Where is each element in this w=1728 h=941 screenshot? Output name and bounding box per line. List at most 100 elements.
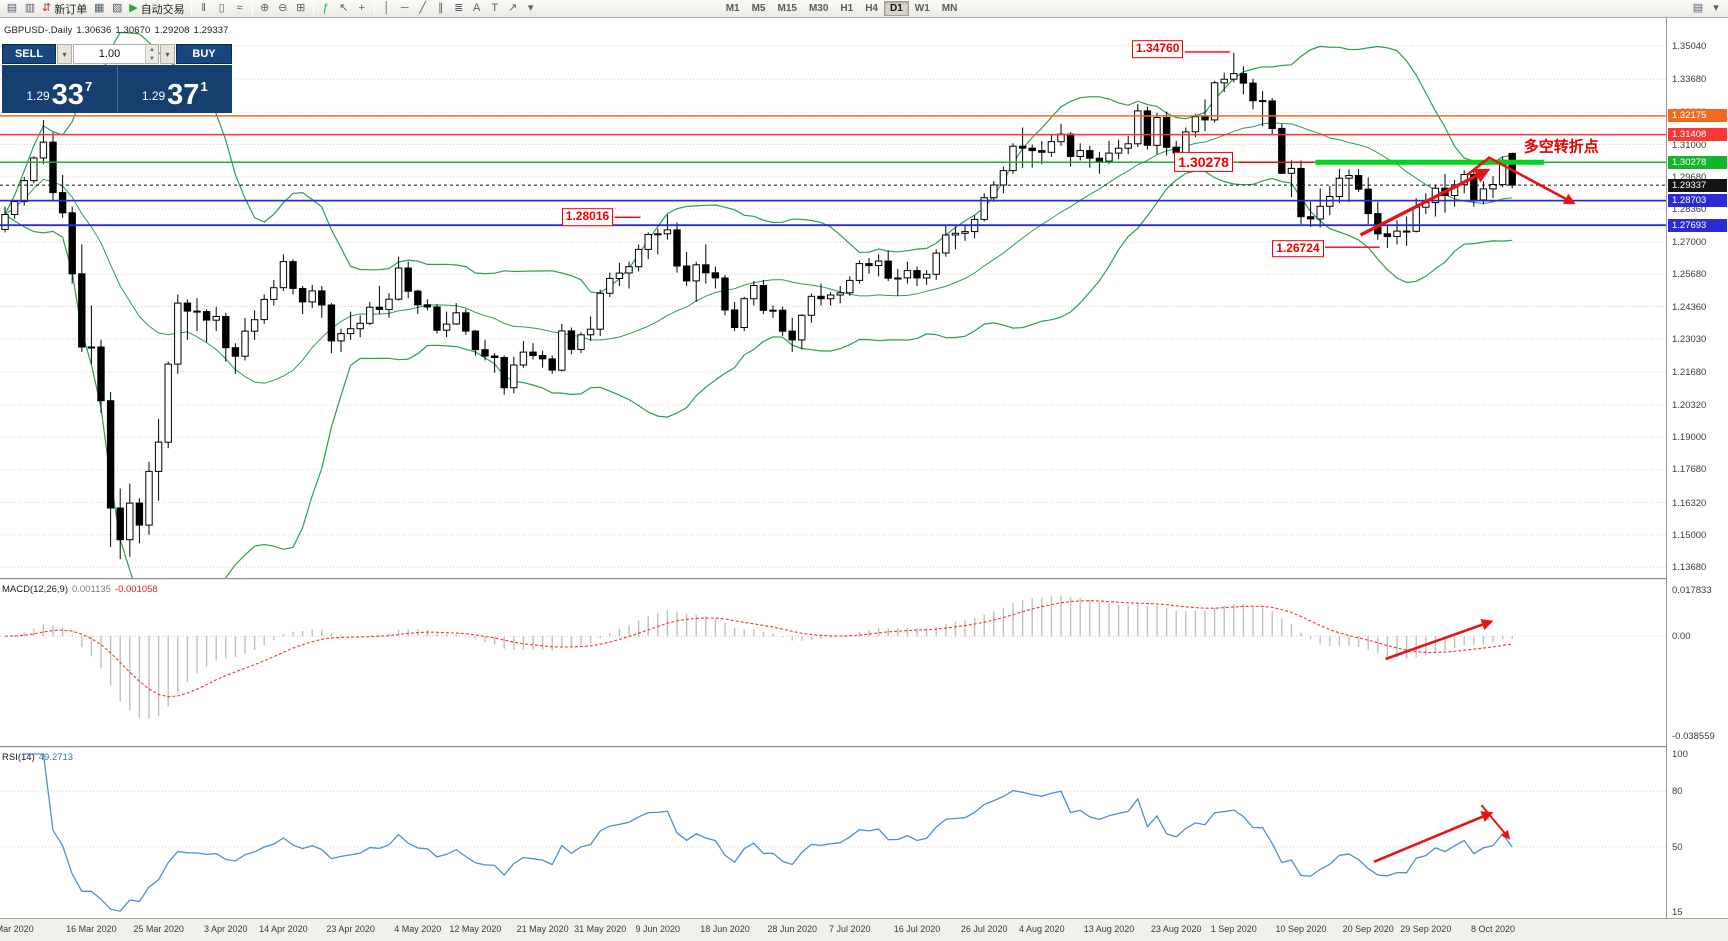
toolbar: ▤ ▥ ⇵ 新订单 ▦ ▧ ▶ 自动交易 ‖ ▯ ≈ ⊕ ⊖ ⊞ ƒ ↖ + │ ─ ╱ ∥ ≣ A T ↗ ▾ M1 M5 M15 M3… — [0, 0, 1728, 18]
rsi-panel-canvas[interactable] — [0, 748, 1666, 918]
toolbar-options-icon[interactable]: ▾ — [1707, 1, 1725, 17]
panel-separator[interactable] — [0, 746, 1728, 748]
price-scale-label: 15 — [1672, 907, 1683, 918]
bid-price-sup: 7 — [84, 79, 93, 94]
macd-name: MACD(12,26,9) — [2, 584, 68, 595]
sell-options-dropdown[interactable]: ▾ — [57, 44, 72, 64]
sell-button[interactable]: SELL — [2, 44, 56, 64]
price-scale-label: 100 — [1672, 749, 1688, 760]
timeframe-m15[interactable]: M15 — [777, 3, 797, 14]
volume-field: ▲ ▼ — [73, 44, 159, 64]
arrows-icon: ▾ — [527, 2, 534, 14]
volume-down-button[interactable]: ▼ — [146, 54, 158, 63]
timeframe-m5[interactable]: M5 — [751, 3, 766, 14]
channel-button[interactable]: ∥ — [432, 1, 450, 17]
bar-chart-button[interactable]: ‖ — [195, 1, 213, 17]
buy-options-dropdown[interactable]: ▾ — [160, 44, 175, 64]
price-scale[interactable]: 1.350401.336801.323201.310001.296801.283… — [1666, 18, 1728, 918]
autotrading-icon: ▶ — [129, 2, 138, 14]
vertical-line-button[interactable]: │ — [378, 1, 396, 17]
line-chart-button[interactable]: ≈ — [231, 1, 249, 17]
bid-price-panel[interactable]: 1.29 33 7 — [2, 65, 118, 113]
price-level-label: 1.27693 — [1668, 218, 1727, 232]
low-price-label: 1.26724 — [1272, 240, 1324, 258]
price-scale-label: 1.31000 — [1672, 139, 1707, 151]
date-label: 31 May 2020 — [574, 924, 627, 934]
date-label: 23 Apr 2020 — [326, 924, 375, 934]
timeframe-m1[interactable]: M1 — [725, 3, 740, 14]
high-value: 1.30670 — [115, 25, 151, 36]
price-scale-label: 1.20320 — [1672, 400, 1707, 411]
time-scale[interactable]: Mar 2020 16 Mar 2020 25 Mar 2020 3 Apr 2020… — [0, 918, 1728, 941]
arrows-button[interactable]: ↗ — [504, 1, 522, 17]
ask-price-big: 37 — [167, 79, 200, 112]
new-order-button[interactable]: ⇵ 新订单 — [39, 1, 90, 17]
main-chart-canvas[interactable] — [0, 18, 1666, 578]
timeframe-h1[interactable]: H1 — [840, 3, 854, 14]
date-label: 16 Jul 2020 — [893, 924, 941, 934]
symbol-period-label: GBPUSD-.Daily — [4, 25, 73, 36]
zoom-out-icon: ⊖ — [278, 2, 288, 14]
volume-input[interactable] — [74, 45, 145, 63]
price-scale-label: 1.15000 — [1672, 529, 1707, 541]
date-label: 16 Mar 2020 — [66, 924, 117, 934]
timeframe-m30[interactable]: M30 — [808, 3, 829, 14]
timeframe-mn[interactable]: MN — [941, 3, 958, 14]
vertical-line-icon: │ — [383, 2, 391, 14]
crosshair-icon: + — [358, 2, 365, 14]
candlestick-chart-icon: ▯ — [218, 2, 225, 14]
buy-button[interactable]: BUY — [176, 44, 232, 64]
navigator-button[interactable]: ▧ — [108, 1, 126, 17]
toolbar-separator — [190, 2, 192, 15]
price-scale-label: 1.24360 — [1672, 301, 1707, 313]
cursor-button[interactable]: ↖ — [335, 1, 353, 17]
text-label-button[interactable]: T — [486, 1, 504, 17]
volume-up-button[interactable]: ▲ — [146, 45, 158, 54]
price-scale-label: 0.017833 — [1672, 585, 1712, 596]
profiles-button[interactable]: ▥ — [21, 1, 39, 17]
price-level-label: 1.29337 — [1668, 178, 1727, 192]
arrows-icon: ↗ — [508, 2, 518, 14]
trendline-button[interactable]: ╱ — [414, 1, 432, 17]
zoom-in-button[interactable]: ⊕ — [256, 1, 274, 17]
timeframe-w1[interactable]: W1 — [914, 3, 930, 14]
panel-separator[interactable] — [0, 578, 1728, 580]
price-scale-label: 1.17680 — [1672, 464, 1707, 476]
support-price-label: 1.28016 — [561, 208, 614, 227]
date-label: 3 Apr 2020 — [204, 924, 248, 934]
autotrading-button[interactable]: ▶ 自动交易 — [126, 1, 187, 17]
crosshair-button[interactable]: + — [353, 1, 371, 17]
macd-signal-value: -0.001058 — [114, 584, 158, 595]
price-scale-label: 0.00 — [1672, 631, 1691, 643]
arrows-dropdown[interactable]: ▾ — [522, 1, 540, 17]
date-label: 7 Jul 2020 — [829, 924, 871, 934]
chart-area[interactable]: GBPUSD-.Daily 1.30636 1.30670 1.29208 1.2933… — [0, 18, 1728, 941]
indicators-button[interactable]: ƒ — [317, 1, 335, 17]
ask-price-panel[interactable]: 1.29 37 1 — [117, 65, 232, 113]
market-watch-button[interactable]: ▦ — [90, 1, 108, 17]
macd-panel-canvas[interactable] — [0, 580, 1666, 746]
toolbar-options-icon-icon: ▾ — [1713, 2, 1719, 14]
volume-stepper: ▲ ▼ — [145, 45, 158, 63]
tile-windows-button[interactable]: ⊞ — [292, 1, 310, 17]
line-chart-icon: ≈ — [236, 2, 243, 14]
date-label: 20 Sep 2020 — [1342, 924, 1394, 934]
rsi-label: RSI(14) 49.2713 — [2, 752, 73, 763]
close-value: 1.29337 — [193, 25, 229, 36]
price-scale-label: 1.33680 — [1672, 74, 1707, 86]
date-label: 8 Oct 2020 — [1470, 924, 1516, 934]
new-chart-icon: ▤ — [6, 2, 18, 14]
horizontal-line-button[interactable]: ─ — [396, 1, 414, 17]
zoom-out-button[interactable]: ⊖ — [274, 1, 292, 17]
new-chart-button[interactable]: ▤ — [3, 1, 21, 17]
text-button[interactable]: A — [468, 1, 486, 17]
timeframe-d1[interactable]: D1 — [884, 1, 909, 16]
date-label: 13 Aug 2020 — [1083, 924, 1135, 934]
toolbar-separator — [373, 2, 375, 15]
fibonacci-button[interactable]: ≣ — [450, 1, 468, 17]
candlestick-chart-button[interactable]: ▯ — [213, 1, 231, 17]
profiles-icon: ▥ — [24, 2, 36, 14]
timeframe-h4[interactable]: H4 — [865, 3, 878, 14]
chart-list-icon[interactable]: ▤ — [1689, 1, 1707, 17]
date-label: 29 Sep 2020 — [1400, 924, 1452, 934]
